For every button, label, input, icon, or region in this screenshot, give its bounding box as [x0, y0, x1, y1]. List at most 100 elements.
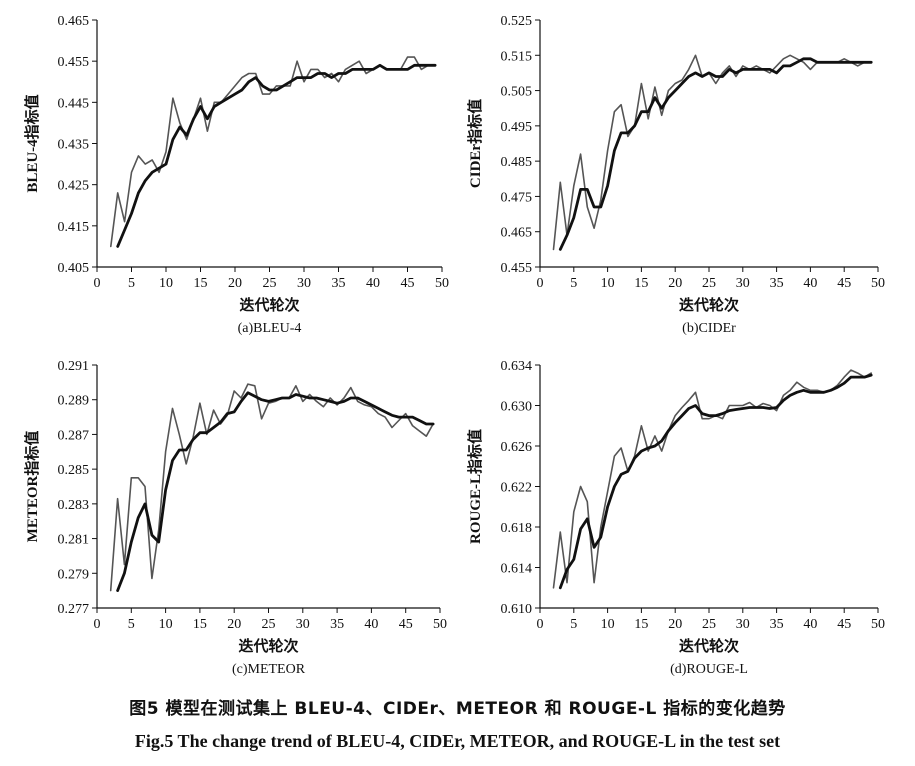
- x-tick-label: 40: [803, 617, 817, 632]
- x-tick-label: 25: [262, 617, 276, 632]
- chart-subcaption: (b)CIDEr: [682, 321, 736, 336]
- x-axis-title: 迭代轮次: [679, 296, 739, 314]
- chart-svg-cider: 0.455 0.465 0.475 0.485 0.495 0.505 0.515 0.525…: [466, 14, 885, 336]
- series-line-thin: [110, 56, 436, 248]
- chart-svg-meteor: 0.277 0.279 0.281 0.283 0.285 0.287 0.289 0.291…: [23, 359, 447, 677]
- y-tick-label: 0.425: [58, 179, 90, 194]
- x-tick-label: 10: [601, 276, 615, 291]
- x-tick-label: 5: [570, 617, 577, 632]
- chart-panel-meteor: 0.277 0.279 0.281 0.283 0.285 0.287 0.289 0.291…: [0, 345, 450, 685]
- y-tick-label: 0.415: [58, 220, 90, 235]
- y-tick-label: 0.287: [58, 428, 90, 443]
- x-tick-label: 35: [770, 276, 784, 291]
- x-axis-title: 迭代轮次: [239, 296, 299, 314]
- y-tick-label: 0.610: [501, 602, 533, 617]
- x-tick-label: 30: [297, 276, 311, 291]
- series-line-thick: [116, 391, 435, 593]
- x-tick-label: 50: [435, 276, 449, 291]
- x-tick-label: 50: [871, 276, 885, 291]
- y-tick-label: 0.291: [58, 359, 90, 374]
- y-tick-label: 0.475: [501, 190, 533, 205]
- y-tick-label: 0.455: [501, 261, 533, 276]
- figure-caption-zh: 图5 模型在测试集上 BLEU-4、CIDEr、METEOR 和 ROUGE-L…: [129, 699, 786, 719]
- x-tick-label: 40: [803, 276, 817, 291]
- x-tick-label: 20: [228, 276, 242, 291]
- x-tick-label: 35: [330, 617, 344, 632]
- x-tick-label: 45: [837, 276, 851, 291]
- y-tick-label: 0.626: [501, 440, 533, 455]
- chart-subcaption: (c)METEOR: [232, 662, 306, 677]
- y-tick-label: 0.495: [501, 120, 533, 135]
- x-tick-label: 10: [159, 276, 173, 291]
- y-tick-label: 0.465: [501, 226, 533, 241]
- x-tick-label: 35: [332, 276, 346, 291]
- x-tick-label: 0: [537, 276, 544, 291]
- y-tick-label: 0.277: [58, 602, 90, 617]
- y-tick-label: 0.445: [58, 96, 90, 111]
- x-tick-label: 10: [601, 617, 615, 632]
- x-axis-title: 迭代轮次: [679, 637, 739, 655]
- chart-panel-rouge: 0.610 0.614 0.618 0.622 0.626 0.630 0.634 0 5 10 1…: [450, 345, 900, 685]
- y-tick-label: 0.630: [501, 400, 533, 415]
- chart-panel-bleu: 0.405 0.415 0.425 0.435 0.445 0.455 0.465 0 5 10 1…: [0, 0, 450, 340]
- y-tick-label: 0.614: [501, 562, 533, 577]
- series-line-thick: [116, 63, 437, 248]
- x-tick-label: 0: [94, 617, 101, 632]
- chart-subcaption: (a)BLEU-4: [238, 321, 302, 336]
- chart-svg-rouge: 0.610 0.614 0.618 0.622 0.626 0.630 0.634 0 5 10 1…: [466, 359, 885, 677]
- y-tick-label: 0.405: [58, 261, 90, 276]
- x-tick-label: 45: [401, 276, 415, 291]
- x-tick-label: 50: [871, 617, 885, 632]
- x-tick-label: 10: [159, 617, 173, 632]
- x-tick-label: 15: [634, 617, 648, 632]
- y-tick-label: 0.455: [58, 55, 90, 70]
- x-tick-label: 35: [770, 617, 784, 632]
- x-tick-label: 45: [837, 617, 851, 632]
- x-tick-label: 30: [736, 617, 750, 632]
- y-tick-label: 0.279: [58, 567, 90, 582]
- x-tick-label: 20: [668, 617, 682, 632]
- y-tick-label: 0.622: [501, 481, 533, 496]
- x-tick-label: 5: [128, 617, 135, 632]
- chart-subcaption: (d)ROUGE-L: [670, 662, 748, 677]
- series-line-thick: [558, 57, 873, 251]
- x-tick-label: 25: [702, 617, 716, 632]
- figure-caption-en: Fig.5 The change trend of BLEU-4, CIDEr,…: [134, 731, 781, 751]
- y-tick-label: 0.289: [58, 394, 90, 409]
- x-tick-label: 30: [736, 276, 750, 291]
- y-tick-label: 0.281: [58, 533, 90, 548]
- y-tick-label: 0.435: [58, 138, 90, 153]
- y-axis-title: BLEU-4指标值: [23, 94, 41, 192]
- y-tick-label: 0.485: [501, 155, 533, 170]
- y-axis-title: CIDEr指标值: [466, 99, 484, 188]
- series-line-thick: [558, 373, 873, 590]
- y-tick-label: 0.505: [501, 85, 533, 100]
- x-tick-label: 0: [537, 617, 544, 632]
- y-axis-title: METEOR指标值: [23, 431, 41, 543]
- x-tick-label: 30: [296, 617, 310, 632]
- chart-svg-bleu: 0.405 0.415 0.425 0.435 0.445 0.455 0.465 0 5 10 1…: [23, 14, 449, 336]
- y-tick-label: 0.634: [501, 359, 533, 374]
- y-tick-label: 0.515: [501, 49, 533, 64]
- x-tick-label: 5: [570, 276, 577, 291]
- y-tick-label: 0.283: [58, 498, 90, 513]
- x-tick-label: 0: [94, 276, 101, 291]
- x-tick-label: 15: [194, 276, 208, 291]
- x-tick-label: 20: [227, 617, 241, 632]
- y-tick-label: 0.525: [501, 14, 533, 29]
- y-tick-label: 0.285: [58, 463, 90, 478]
- x-tick-label: 20: [668, 276, 682, 291]
- y-tick-label: 0.618: [501, 521, 533, 536]
- series-line-thin: [109, 383, 434, 592]
- x-tick-label: 15: [193, 617, 207, 632]
- x-tick-label: 15: [634, 276, 648, 291]
- chart-panel-cider: 0.455 0.465 0.475 0.485 0.495 0.505 0.515 0.525…: [450, 0, 900, 340]
- x-tick-label: 45: [399, 617, 413, 632]
- series-line-thin: [552, 369, 873, 589]
- x-axis-title: 迭代轮次: [238, 637, 298, 655]
- y-tick-label: 0.465: [58, 14, 90, 29]
- x-tick-label: 25: [263, 276, 277, 291]
- y-axis-title: ROUGE-L指标值: [466, 429, 484, 544]
- x-tick-label: 40: [366, 276, 380, 291]
- series-line-thin: [552, 54, 873, 251]
